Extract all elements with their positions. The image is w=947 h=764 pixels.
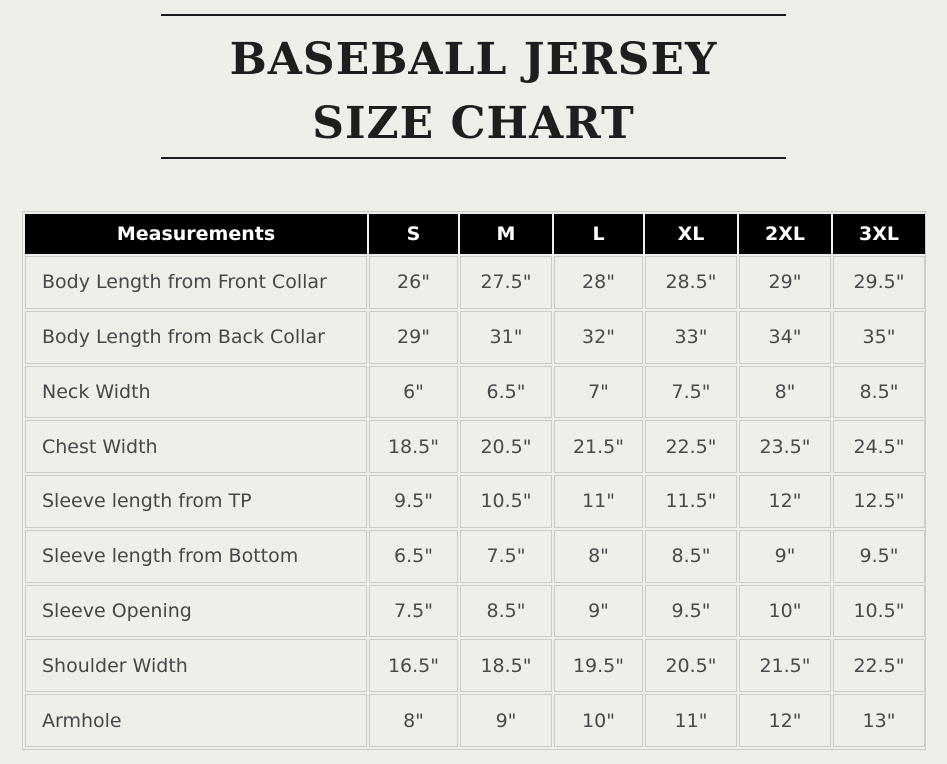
table-row: Body Length from Front Collar 26" 27.5" 28"…	[25, 256, 925, 309]
header-size-xl: XL	[645, 214, 737, 254]
measurement-label: Chest Width	[25, 420, 367, 474]
size-value-cell: 7.5"	[645, 365, 737, 419]
size-value-cell: 20.5"	[645, 639, 737, 693]
size-value-cell: 35"	[833, 310, 925, 364]
size-value-cell: 8.5"	[645, 529, 737, 583]
size-value-cell: 9"	[739, 529, 831, 583]
size-value-cell: 16.5"	[369, 639, 458, 693]
table-row: Sleeve length from Bottom 6.5" 7.5" 8" 8.5" 9…	[25, 529, 925, 583]
size-value-cell: 21.5"	[554, 420, 643, 474]
size-value-cell: 6"	[369, 365, 458, 419]
size-value-cell: 18.5"	[369, 420, 458, 474]
size-value-cell: 9.5"	[645, 584, 737, 638]
header-size-m: M	[460, 214, 552, 254]
measurement-label: Armhole	[25, 694, 367, 747]
table-row: Chest Width 18.5" 20.5" 21.5" 22.5" 23.5" 24.5…	[25, 420, 925, 474]
size-value-cell: 28.5"	[645, 256, 737, 309]
size-value-cell: 8"	[739, 365, 831, 419]
header-measurements: Measurements	[25, 214, 367, 254]
header-size-2xl: 2XL	[739, 214, 831, 254]
page-title-line1: BASEBALL JERSEY	[229, 34, 718, 85]
size-value-cell: 7.5"	[369, 584, 458, 638]
size-value-cell: 11.5"	[645, 475, 737, 528]
size-value-cell: 26"	[369, 256, 458, 309]
size-value-cell: 20.5"	[460, 420, 552, 474]
table-row: Sleeve length from TP 9.5" 10.5" 11" 11.5" 12…	[25, 475, 925, 528]
size-value-cell: 34"	[739, 310, 831, 364]
size-value-cell: 6.5"	[460, 365, 552, 419]
size-value-cell: 12.5"	[833, 475, 925, 528]
top-divider	[161, 14, 786, 16]
table-row: Shoulder Width 16.5" 18.5" 19.5" 20.5" 21.5" 2…	[25, 639, 925, 693]
size-value-cell: 22.5"	[833, 639, 925, 693]
size-value-cell: 11"	[554, 475, 643, 528]
size-chart-table: Measurements S M L XL 2XL 3XL Body Lengt…	[23, 212, 927, 749]
table-row: Body Length from Back Collar 29" 31" 32" 33"…	[25, 310, 925, 364]
header-size-l: L	[554, 214, 643, 254]
measurement-label: Neck Width	[25, 365, 367, 419]
size-value-cell: 9.5"	[833, 529, 925, 583]
size-value-cell: 11"	[645, 694, 737, 747]
measurement-label: Sleeve Opening	[25, 584, 367, 638]
header-row: Measurements S M L XL 2XL 3XL	[25, 214, 925, 254]
size-value-cell: 10"	[554, 694, 643, 747]
size-value-cell: 8"	[554, 529, 643, 583]
size-value-cell: 9.5"	[369, 475, 458, 528]
measurement-label: Sleeve length from Bottom	[25, 529, 367, 583]
size-value-cell: 21.5"	[739, 639, 831, 693]
table-row: Neck Width 6" 6.5" 7" 7.5" 8" 8.5"	[25, 365, 925, 419]
size-value-cell: 28"	[554, 256, 643, 309]
size-value-cell: 8"	[369, 694, 458, 747]
size-value-cell: 9"	[554, 584, 643, 638]
bottom-divider	[161, 157, 786, 159]
size-value-cell: 8.5"	[833, 365, 925, 419]
size-value-cell: 32"	[554, 310, 643, 364]
table-row: Sleeve Opening 7.5" 8.5" 9" 9.5" 10" 10.5"	[25, 584, 925, 638]
measurement-label: Sleeve length from TP	[25, 475, 367, 528]
size-value-cell: 24.5"	[833, 420, 925, 474]
size-value-cell: 10.5"	[460, 475, 552, 528]
size-value-cell: 29"	[739, 256, 831, 309]
size-value-cell: 8.5"	[460, 584, 552, 638]
table-row: Armhole 8" 9" 10" 11" 12" 13"	[25, 694, 925, 747]
size-value-cell: 31"	[460, 310, 552, 364]
header-size-3xl: 3XL	[833, 214, 925, 254]
size-value-cell: 29"	[369, 310, 458, 364]
measurement-label: Body Length from Front Collar	[25, 256, 367, 309]
size-value-cell: 22.5"	[645, 420, 737, 474]
page-title-line2: SIZE CHART	[312, 98, 635, 149]
size-value-cell: 18.5"	[460, 639, 552, 693]
header-size-s: S	[369, 214, 458, 254]
size-value-cell: 7"	[554, 365, 643, 419]
size-value-cell: 10"	[739, 584, 831, 638]
size-value-cell: 12"	[739, 694, 831, 747]
size-chart-table-container: Measurements S M L XL 2XL 3XL Body Lengt…	[22, 211, 926, 750]
size-value-cell: 6.5"	[369, 529, 458, 583]
size-value-cell: 23.5"	[739, 420, 831, 474]
size-value-cell: 33"	[645, 310, 737, 364]
size-value-cell: 27.5"	[460, 256, 552, 309]
measurement-label: Shoulder Width	[25, 639, 367, 693]
size-value-cell: 12"	[739, 475, 831, 528]
size-value-cell: 7.5"	[460, 529, 552, 583]
size-value-cell: 29.5"	[833, 256, 925, 309]
size-value-cell: 9"	[460, 694, 552, 747]
measurement-label: Body Length from Back Collar	[25, 310, 367, 364]
size-value-cell: 19.5"	[554, 639, 643, 693]
size-value-cell: 13"	[833, 694, 925, 747]
size-value-cell: 10.5"	[833, 584, 925, 638]
